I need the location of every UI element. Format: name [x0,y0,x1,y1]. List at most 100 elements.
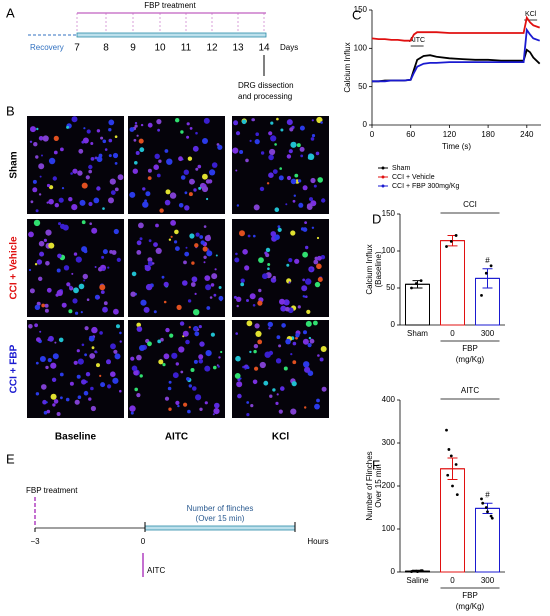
cell [211,162,218,168]
error-bar [475,502,500,515]
cell [49,185,54,190]
cell [130,291,136,297]
cell [210,332,215,337]
x-tick-label: 240 [520,130,534,139]
cell [191,276,198,283]
cell [275,358,282,364]
cell [199,235,204,239]
cell [45,261,50,266]
cell [54,341,57,344]
cell [268,154,274,161]
cell [235,169,238,172]
cell [169,333,174,338]
cell [249,139,252,142]
cell [186,122,190,126]
cell [292,199,296,203]
bar [475,507,500,573]
cell [192,145,199,152]
series-line [371,15,541,42]
micrograph-background [128,116,225,214]
cell [317,177,324,183]
cell [317,255,322,261]
cell [79,199,86,206]
cell [96,156,103,163]
cell [77,358,84,365]
cell [113,349,118,354]
cell [175,118,180,123]
cell [142,201,149,208]
cell [41,154,43,157]
y-tick-label: 150 [382,209,396,218]
cell [277,225,281,229]
cell [68,309,73,314]
cell [162,363,166,367]
cell [48,198,54,205]
cell [139,374,143,378]
cell [38,240,45,247]
cell [311,226,315,229]
cell [152,262,155,265]
cell [189,178,195,185]
cell [110,343,116,350]
cell [84,326,89,331]
cell [32,179,37,184]
column-label: Baseline [55,432,97,443]
cell [46,201,49,204]
cell [239,230,245,237]
cell [114,162,118,165]
cell [253,234,256,238]
cell [314,403,320,410]
cell [276,393,279,396]
cell [170,220,177,226]
column-label: KCl [272,432,289,443]
cell [175,362,179,366]
cell [157,339,162,344]
cell [252,118,255,122]
observation-window [144,525,296,531]
panel-label: B [6,103,15,118]
cell [59,372,64,377]
cell [266,182,270,185]
cell [108,197,114,204]
cell [147,176,152,181]
cell [268,131,273,136]
cell [187,156,193,161]
cell [182,330,189,337]
cell [157,128,161,132]
cell [43,410,48,415]
column-label: AITC [165,432,188,443]
cell [272,169,278,175]
cell [163,281,169,287]
cell [275,401,279,405]
note: and processing [238,92,292,101]
cell [317,354,320,357]
x-tick-label: 60 [406,130,415,139]
cell [292,341,297,346]
cell [46,183,51,188]
cell [155,247,162,254]
cell [29,140,33,143]
cell [316,398,320,403]
cell [249,350,252,354]
cell [310,137,315,141]
cell [129,191,136,198]
cell [244,367,247,370]
cell [103,301,108,306]
cell [213,293,217,297]
y-axis-label: Over 15 min [374,464,383,508]
cell [86,298,90,302]
cell [185,246,188,249]
cell [41,303,46,308]
cell [189,233,195,239]
cell [78,283,85,290]
x-tick-label: 120 [443,130,457,139]
cell [73,252,78,256]
cell [131,271,137,277]
cell [262,273,268,280]
cell [302,251,308,258]
cell [239,377,242,380]
y-tick-label: 100 [382,524,396,533]
cell [255,330,262,337]
cell [163,353,170,360]
